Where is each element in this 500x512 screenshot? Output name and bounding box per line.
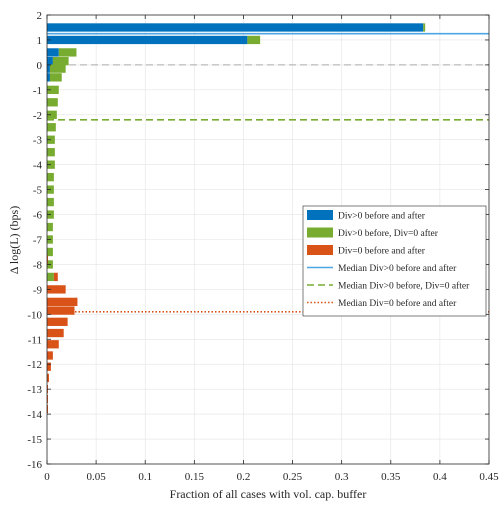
bar-series-3: [47, 404, 48, 414]
x-tick-label: 0.15: [185, 471, 205, 483]
x-tick-label: 0.25: [283, 471, 303, 483]
bar-series-3: [47, 351, 53, 360]
bar-series-2: [47, 197, 54, 207]
bar-series-1: [47, 73, 50, 82]
bar-series-3: [47, 373, 49, 383]
y-tick-label: -12: [27, 359, 42, 371]
bar-series-2: [58, 48, 77, 57]
bar-series-1: [47, 35, 248, 45]
bar-series-3: [47, 394, 48, 404]
bar-series-2: [49, 64, 66, 73]
bar-series-1: [47, 23, 424, 32]
y-tick-label: -6: [33, 210, 43, 222]
bar-series-2: [47, 85, 59, 94]
legend: Div>0 before and after Div>0 before, Div=…: [302, 205, 487, 317]
y-tick-label: -1: [33, 85, 42, 97]
legend-label: Div>0 before, Div=0 after: [338, 228, 439, 239]
legend-box: [302, 205, 487, 317]
x-tick-label: 0.4: [433, 471, 447, 483]
legend-label: Median Div=0 before and after: [338, 298, 457, 309]
bar-series-2: [247, 35, 261, 45]
bar-series-2: [47, 222, 53, 232]
x-axis-ticks: 0 0.05 0.1 0.15 0.2 0.25 0.3 0.35 0.4 0.45: [44, 15, 499, 483]
y-axis-ticks: 2 1 0 -1 -2 -3 -4 -5 -6 -7 -8 -9 -10 -11 -12 -13 -14 -15 -…: [27, 10, 489, 471]
bar-series-2: [47, 123, 56, 132]
bars: [47, 23, 426, 414]
bar-series-2: [52, 56, 69, 66]
y-tick-label: -14: [27, 409, 42, 421]
legend-swatch: [307, 227, 333, 238]
y-tick-label: -15: [27, 434, 42, 446]
y-tick-label: 0: [37, 60, 43, 72]
y-tick-label: 2: [37, 10, 43, 22]
bar-series-1: [47, 56, 53, 66]
legend-label: Div=0 before and after: [338, 246, 426, 257]
bar-series-3: [47, 317, 68, 326]
bar-series-3: [47, 362, 51, 371]
bar-series-3: [47, 340, 59, 349]
x-tick-label: 0.3: [335, 471, 349, 483]
y-tick-label: 1: [37, 35, 43, 47]
bar-series-2: [47, 148, 55, 157]
legend-label: Div>0 before and after: [338, 211, 426, 222]
y-tick-label: -13: [27, 384, 42, 396]
y-tick-label: -10: [27, 309, 42, 321]
y-tick-label: -8: [33, 259, 43, 271]
bar-series-2: [423, 23, 426, 32]
bar-series-2: [47, 98, 58, 107]
x-tick-label: 0.1: [138, 471, 152, 483]
x-tick-label: 0.05: [86, 471, 106, 483]
bar-series-2: [47, 247, 53, 257]
bar-series-1: [47, 48, 59, 57]
bar-series-2: [47, 110, 57, 119]
bar-series-1: [47, 64, 50, 73]
x-axis-label: Fraction of all cases with vol. cap. buf…: [170, 487, 367, 501]
bar-series-2: [47, 272, 54, 282]
bar-series-3: [47, 328, 64, 338]
y-tick-label: -2: [33, 110, 42, 122]
y-tick-label: -9: [33, 284, 43, 296]
y-axis-label: Δ log(L) (bps): [7, 206, 21, 274]
bar-series-3: [47, 285, 66, 294]
x-tick-label: 0: [44, 471, 50, 483]
legend-label: Median Div>0 before and after: [338, 263, 457, 274]
y-tick-label: -5: [33, 185, 43, 197]
y-tick-label: -7: [33, 235, 43, 247]
legend-swatch: [307, 210, 333, 220]
y-tick-label: -3: [33, 135, 43, 147]
bar-series-3: [47, 306, 75, 315]
y-tick-label: -11: [28, 334, 42, 346]
bar-series-3: [47, 255, 48, 264]
bar-series-3: [53, 272, 58, 282]
bar-series-3: [47, 297, 78, 307]
y-tick-label: -16: [27, 459, 42, 471]
x-tick-label: 0.45: [479, 471, 499, 483]
y-tick-label: -4: [33, 160, 43, 172]
bar-series-2: [47, 172, 54, 182]
x-tick-label: 0.2: [237, 471, 251, 483]
bar-series-2: [49, 73, 62, 82]
legend-label: Median Div>0 before, Div=0 after: [338, 281, 470, 292]
legend-swatch: [307, 245, 333, 255]
x-tick-label: 0.35: [381, 471, 401, 483]
